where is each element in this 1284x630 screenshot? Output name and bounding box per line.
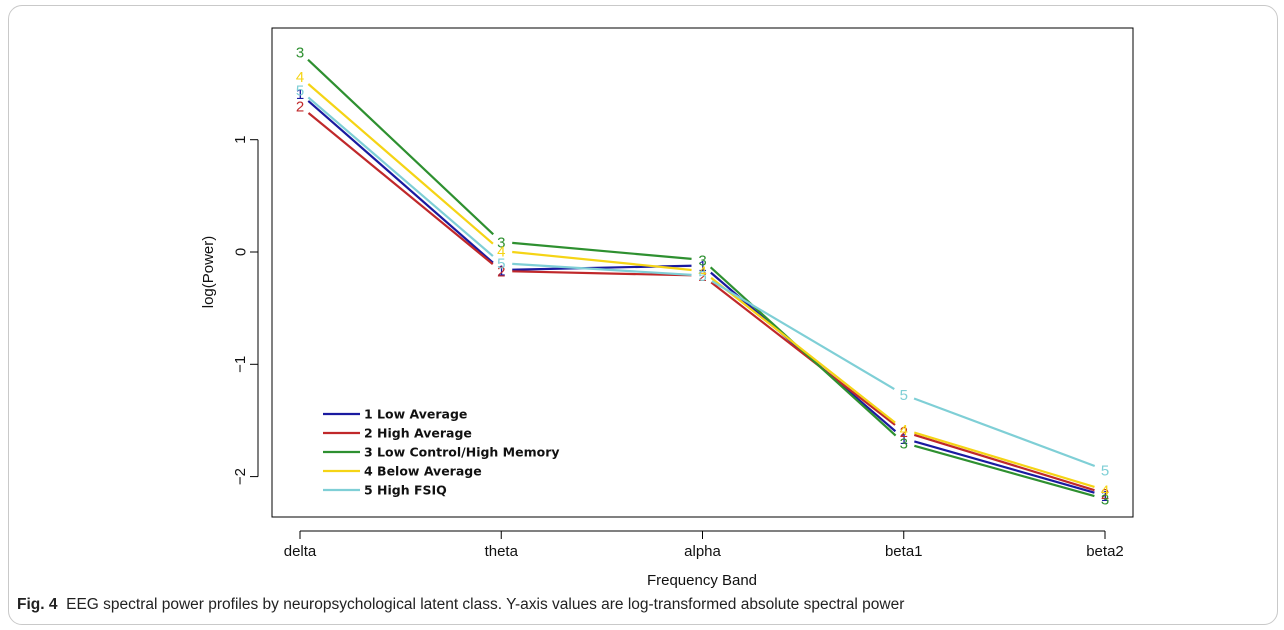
x-tick-label: theta [485,543,519,560]
series-lines [307,58,1096,498]
legend-entry-label: 1 Low Average [364,406,467,421]
x-tick-label: delta [284,543,317,560]
y-tick-label: 0 [232,248,249,256]
figure-frame [8,5,1278,625]
x-axis-title: Frequency Band [647,572,757,589]
legend-entry-label: 3 Low Control/High Memory [364,444,560,459]
series-line-segment [711,280,895,390]
y-tick-label: −1 [232,356,249,373]
series-point-marker: 1 [698,258,706,275]
x-tick-label: alpha [684,543,721,560]
series-point-marker: 1 [900,431,908,448]
x-tick-label: beta2 [1086,543,1124,560]
legend: 1 Low Average 2 High Average 3 Low Control… [323,406,560,497]
series-point-marker: 3 [698,252,706,269]
y-axis: −2 −1 0 1 [232,136,259,485]
x-axis: delta theta alpha beta1 beta2 [284,530,1124,560]
caption-label: Fig. 4 [17,596,58,613]
series-line-segment [710,281,896,426]
series-line-segment [913,431,1095,488]
plot-area-border [271,27,1134,518]
series-point-marker: 2 [497,263,505,280]
figure-caption: Fig. 4 EEG spectral power profiles by ne… [17,596,904,614]
series-point-marker: 1 [296,86,304,103]
y-tick-label: 1 [232,136,249,144]
y-tick-label: −2 [232,468,249,485]
series-line-segment [913,433,1095,492]
series-point-marker: 4 [698,263,706,280]
legend-entry-label: 2 High Average [364,425,472,440]
series-point-marker: 3 [296,45,304,62]
x-tick-label: beta1 [885,543,923,560]
legend-entry-label: 4 Below Average [364,463,482,478]
series-point-marker: 1 [497,262,505,279]
legend-entry-label: 5 High FSIQ [364,482,447,497]
series-point-marker: 3 [1101,491,1109,508]
series-point-marker: 2 [1101,486,1109,503]
series-point-marker: 3 [900,435,908,452]
series-line-segment [512,270,692,277]
series-line-segment [307,96,494,257]
y-axis-title: log(Power) [200,236,217,309]
series-point-marker: 4 [497,243,505,260]
series-point-marker: 3 [497,234,505,251]
series-line-segment [307,58,495,236]
caption-text: EEG spectral power profiles by neuropsyc… [66,596,905,613]
series-point-marker: 4 [296,69,304,86]
series-point-marker: 5 [900,387,908,404]
series-line-segment [512,250,692,272]
series-point-marker: 2 [900,424,908,441]
series-point-marker: 4 [900,422,908,439]
series-point-marker: 5 [698,268,706,285]
series-line-segment [512,262,692,277]
series-point-marker: 2 [698,268,706,285]
series-line-segment [307,83,494,245]
series-line-segment [710,277,896,424]
series-point-marker: 5 [1101,462,1109,479]
series-line-segment [307,100,494,264]
series-line-segment [913,397,1096,468]
series-line-segment [307,112,494,265]
line-chart: −2−101 delta theta alpha beta1 beta2 11 11122… [200,27,1134,589]
series-point-marker: 5 [296,83,304,100]
series-point-marker: 4 [1101,482,1109,499]
series-line-segment [914,444,1095,498]
series-line-segment [512,241,692,260]
series-line-segment [914,440,1095,494]
series-point-marker: 5 [497,256,505,273]
series-point-marker: 1 [1101,488,1109,505]
series-point-marker: 2 [296,98,304,115]
